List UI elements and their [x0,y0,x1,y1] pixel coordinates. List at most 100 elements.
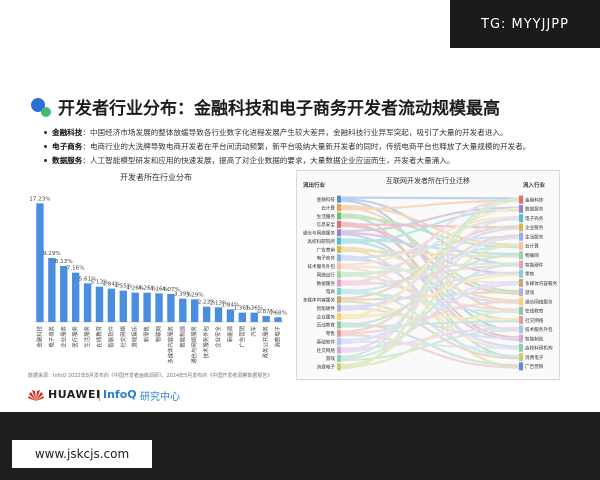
sankey-left-node [337,245,341,254]
sankey-right-node [519,195,523,204]
category-label: 智能制造 [178,325,186,347]
footer-divider [99,390,100,401]
sankey-flow [340,322,520,367]
sankey-left-label: 广告营销 [317,246,336,253]
tg-badge: TG: MYYJJPP [450,0,600,48]
website-url[interactable]: www.jskcjs.com [12,440,152,468]
sankey-flow [340,231,520,275]
sankey-right-label: 高校科研机构 [525,345,553,352]
sankey-flow [340,197,520,358]
sankey-right-label: 零售 [525,271,535,278]
bar-value-label: 4.26% [126,286,144,292]
category-label: 企业安全 [214,325,222,347]
category-label: 社交网络 [119,325,127,347]
bullet-data-services: 数据服务：人工智能模型研发和应用的快速发展，提高了对企业数据的要求，大量数据企业… [44,154,584,168]
sankey-right-node [519,269,523,278]
sankey-left-label: 网络出行 [317,271,336,278]
sankey-flow [340,263,520,360]
sankey-flow [340,199,520,332]
sankey-right-node [519,362,523,371]
bar-value-label: 2.13% [210,300,228,306]
sankey-flow [340,291,520,314]
sankey-right-node [519,297,523,306]
sankey-flow [340,291,520,301]
sankey-left-node [337,229,341,237]
category-label: 政务公共服务 [262,325,270,358]
sankey-left-label: 企业服务 [317,313,336,320]
sankey-flow [340,217,520,352]
industry-distribution-chart: 开发者所在行业分布 17.23% 金融科技 9.29% 电子商务 8.13% 企业服务 7.… [22,172,290,382]
sankey-flow [340,273,520,320]
bar-3 [60,265,68,322]
sankey-flow [340,340,520,349]
sankey-flow [340,199,520,211]
sankey-left-label: 技术服务外包 [307,263,335,270]
sankey-flow [340,333,520,369]
bar-20 [262,316,270,322]
bar-19 [250,312,258,322]
migration-sankey-panel: 互联网开发者所在行业迁移 流出行业 流入行业 金融科技 云计算 生活服务 信息安全 通信与网络… [296,170,560,380]
sankey-left-label: 通信与网络服务 [303,230,336,237]
bar-value-label: 2.23% [198,300,216,306]
category-label: 广告营销 [238,325,246,347]
sankey-flow [340,234,520,333]
bar-12 [167,293,175,322]
page-title: 开发者行业分布：金融科技和电子商务开发者流动规模最高 [58,99,500,119]
sankey-left-node [337,203,341,212]
sankey-flow [340,198,520,285]
sankey-flow [340,313,520,320]
sankey-flow [340,213,520,293]
sankey-flow [340,198,520,266]
bar-value-label: 4.26% [138,286,156,292]
category-label: 新能源 [226,325,234,342]
sankey-flow [340,207,520,318]
sankey-right-label: 社交网络 [525,317,544,324]
sankey-flow [340,327,520,350]
sankey-right-node [519,353,523,362]
category-label: 技术服务外包 [202,325,210,358]
sankey-flow [340,244,520,293]
sankey-right-node [519,343,523,352]
bar-11 [155,293,163,322]
bar-14 [191,299,199,322]
sankey-flow [340,254,520,327]
sankey-left-label: 金融科技 [317,196,336,203]
sankey-left-label: 生活服务 [317,213,336,220]
sankey-flow [340,239,520,322]
bar-2 [48,258,56,322]
sankey-left-label: 消费电子 [317,364,336,371]
sankey-flow [340,262,520,275]
bar-value-label: 0.68% [269,310,287,316]
sankey-flow [340,288,520,358]
sankey-left-node [337,271,341,279]
sankey-left-label: 高校科研院所 [307,238,335,245]
sankey-flow [340,204,520,246]
sankey-left-label: 智能硬件 [317,305,336,312]
sankey-flow [340,216,520,249]
sankey-right-label: 通信网络服务 [525,298,553,305]
sankey-right-node [519,223,523,232]
bar-1 [36,203,44,322]
sankey-right-label: 消费电子 [525,354,544,361]
header-dots-icon [31,98,51,117]
sankey-left-label: 电商 [326,288,336,295]
sankey-left-label: 数据服务 [317,280,336,287]
sankey-left-node [337,262,341,270]
sankey-left-node [337,195,341,203]
sankey-flow [340,221,520,339]
category-label: 游戏娱乐 [131,325,139,347]
sankey-flow [340,271,520,308]
sankey-flow [340,265,520,285]
sankey-right-node [519,260,523,269]
bullet-ecommerce: 电子商务：电商行业的大洗牌导致电商开发者在平台间流动频繁，新平台吸纳大量新开发者… [44,140,584,154]
sankey-right-label: 生活服务 [525,233,544,240]
category-label: 新零售 [143,326,151,342]
sankey-flow [340,235,520,259]
bar-value-label: 17.23% [29,196,50,202]
category-label: 医疗服务 [71,325,79,347]
sankey-left-header: 流出行业 [303,181,326,189]
sankey-flow [340,215,520,266]
bullet-list: 金融科技：中国经济市场发展的整体放缓导致各行业数字化进程发展产生较大差异，金融科… [44,126,584,168]
sankey-flow [340,223,520,229]
